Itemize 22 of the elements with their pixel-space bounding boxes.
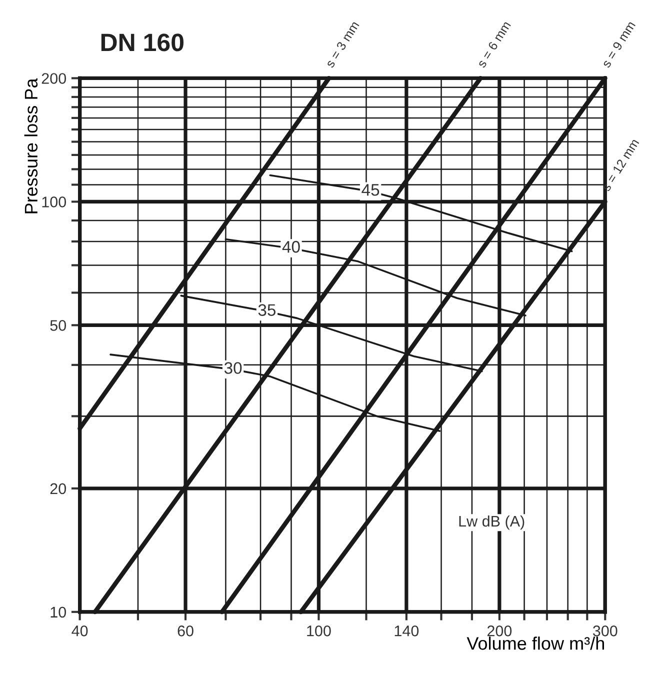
y-tick-label: 200	[42, 73, 66, 84]
series-label: 45	[362, 184, 380, 196]
x-tick-label: 140	[394, 626, 419, 636]
y-tick-label: 10	[50, 606, 66, 618]
series-label: 30	[224, 362, 242, 374]
x-tick-label: 60	[178, 626, 194, 636]
x-tick-label: 100	[307, 626, 331, 636]
text: s = 9 mm	[601, 20, 636, 68]
y-axis-title: Pressure loss Pa	[24, 78, 38, 214]
x-tick-label: 300	[592, 626, 618, 636]
y-tick-label: 20	[50, 483, 66, 494]
text: s = 3 mm	[325, 20, 360, 68]
x-axis-title: Volume flow m³/h	[466, 636, 604, 650]
chart-title: DN 160	[101, 34, 184, 52]
annotation: Lw dB (A)	[459, 515, 524, 530]
series-label: 35	[258, 304, 276, 316]
series-label: 40	[282, 240, 300, 253]
text: s = 6 mm	[476, 20, 511, 68]
y-tick-label: 100	[42, 196, 66, 208]
y-tick-label: 50	[50, 320, 66, 331]
x-tick-label: 200	[487, 626, 512, 636]
x-tick-label: 40	[72, 626, 88, 636]
